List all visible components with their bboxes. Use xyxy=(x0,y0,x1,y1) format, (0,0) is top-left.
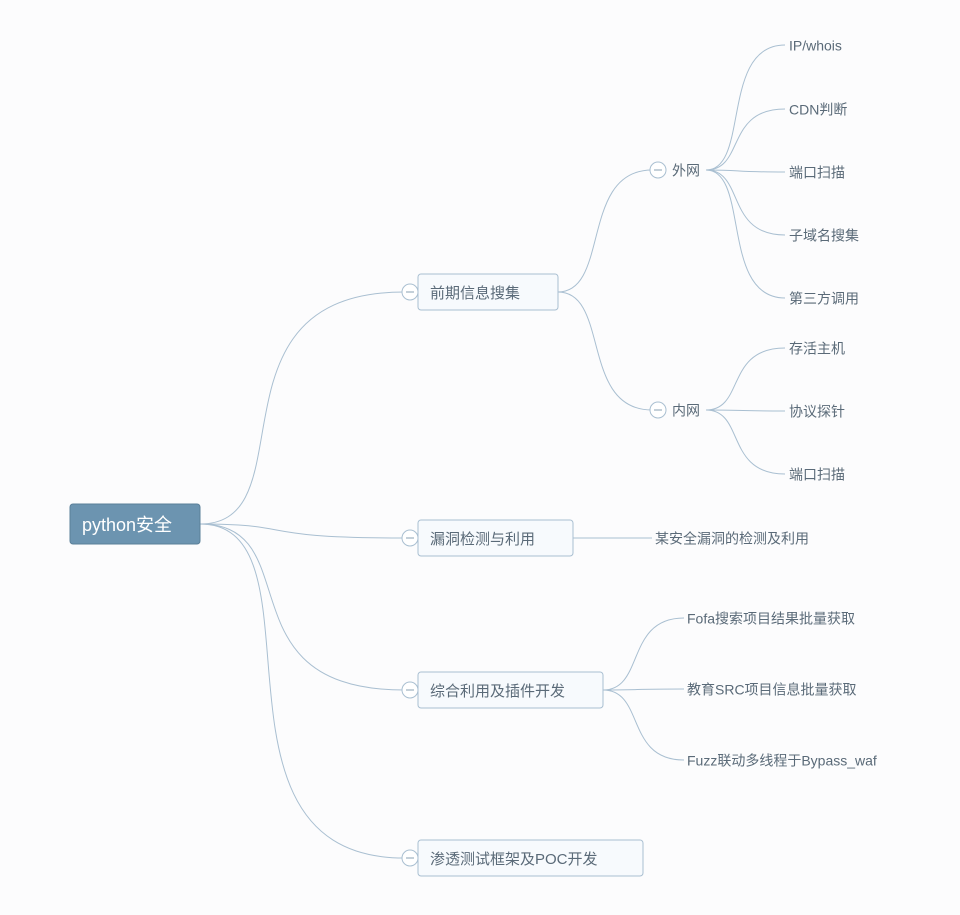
leaf: Fuzz联动多线程于Bypass_waf xyxy=(687,753,877,769)
sub-b1b-label: 内网 xyxy=(672,403,700,419)
branch-b4-label: 渗透测试框架及POC开发 xyxy=(430,851,598,868)
leaf: 子域名搜集 xyxy=(789,228,859,244)
leaf: 第三方调用 xyxy=(789,291,859,307)
leaf: 某安全漏洞的检测及利用 xyxy=(655,531,809,547)
leaf: CDN判断 xyxy=(789,102,847,118)
edges-b3 xyxy=(603,618,684,760)
leaf: 端口扫描 xyxy=(789,165,845,181)
leaf: Fofa搜索项目结果批量获取 xyxy=(687,611,855,627)
branch-b1[interactable]: 前期信息搜集 xyxy=(402,274,558,310)
branch-b2-label: 漏洞检测与利用 xyxy=(430,531,535,548)
sub-b1a-label: 外网 xyxy=(672,163,700,179)
branch-b3-label: 综合利用及插件开发 xyxy=(430,683,565,700)
leaf: 协议探针 xyxy=(789,404,845,420)
branch-b1-label: 前期信息搜集 xyxy=(430,285,520,302)
edge-root-b4 xyxy=(200,524,404,858)
sub-b1a[interactable]: 外网 xyxy=(650,162,700,179)
branch-b2[interactable]: 漏洞检测与利用 xyxy=(402,520,573,556)
mindmap-diagram: python安全 前期信息搜集 漏洞检测与利用 综合利用及插件开发 渗透测试框架… xyxy=(0,0,960,915)
edges-sub-b xyxy=(706,348,785,474)
edges-sub-a xyxy=(706,45,785,298)
root-node[interactable]: python安全 xyxy=(70,504,200,544)
edge-b1-sub-b xyxy=(558,292,652,410)
branch-b4[interactable]: 渗透测试框架及POC开发 xyxy=(402,840,643,876)
edge-b1-sub-a xyxy=(558,170,652,292)
branch-b3[interactable]: 综合利用及插件开发 xyxy=(402,672,603,708)
leaf: 教育SRC项目信息批量获取 xyxy=(687,682,857,698)
edges-b1 xyxy=(558,170,652,410)
root-label: python安全 xyxy=(82,515,172,535)
leaf: IP/whois xyxy=(789,38,842,54)
sub-b1b[interactable]: 内网 xyxy=(650,402,700,419)
leaf: 存活主机 xyxy=(789,341,845,357)
edges-root xyxy=(200,292,404,858)
leaf: 端口扫描 xyxy=(789,467,845,483)
edge-root-b3 xyxy=(200,524,404,690)
edge-root-b2 xyxy=(200,524,404,538)
edge-root-b1 xyxy=(200,292,404,524)
